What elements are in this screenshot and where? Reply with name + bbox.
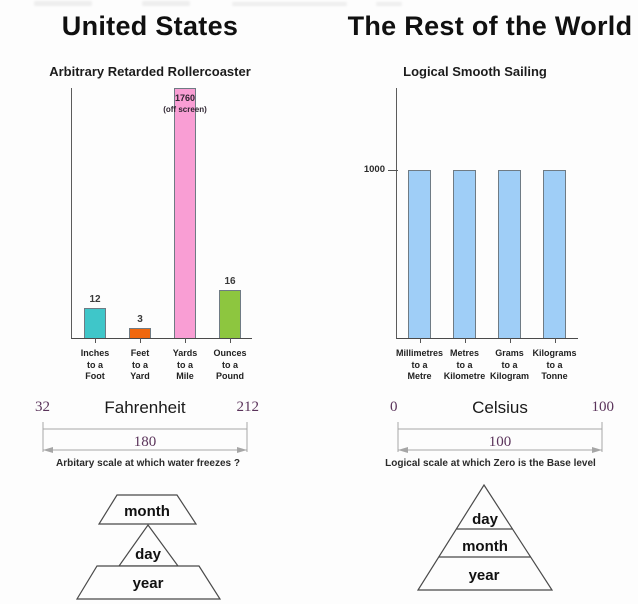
x-axis-tick [185,338,186,343]
celsius-scale-labels: 0 Celsius 100 [385,398,615,417]
celsius-dimension-diagram: 100 [397,422,603,453]
bar-value-label: 3 [137,314,143,325]
category-label: Feet to a Yard [130,348,150,381]
x-axis-tick [419,338,421,343]
fahrenheit-span-value: 180 [134,434,157,450]
world-bar-chart: Millimetres to a Metre Metres to a Kilometre G… [364,88,578,381]
category-label: Yards to a Mile [172,348,198,381]
us-chart-title: Arbitrary Retarded Rollercoaster [49,64,251,79]
x-axis-tick [554,338,556,343]
category-label: Kilograms to a Tonne [532,348,577,381]
top-crop-artifact [142,1,190,6]
right-column-title: The Rest of the World [347,11,633,41]
bar-value-label: 12 [89,294,101,305]
celsius-scale: 0 Celsius 100 100 [385,398,615,458]
bar-value-label: 1760 (off screen) [155,93,215,115]
fahrenheit-label: Fahrenheit [104,398,186,417]
fahrenheit-dimension-diagram: 180 [42,422,248,453]
y-axis-tick-label: 1000 [363,164,385,175]
world-date-pyramid: day month year [416,483,554,591]
x-axis-tick [230,338,231,343]
bar-kilograms-to-a-tonne [543,170,566,338]
bar-feet-to-a-yard [129,328,151,338]
pyramid-piece-year [75,565,222,600]
celsius-span-value: 100 [489,434,512,450]
category-label: Inches to a Foot [80,348,110,381]
fahrenheit-scale-labels: 32 Fahrenheit 212 [30,398,260,417]
bar-metres-to-a-kilometre [453,170,476,338]
fahrenheit-scale: 32 Fahrenheit 212 180 [30,398,260,458]
bar-value-label: 16 [224,276,236,287]
us-date-pyramid: month day year [75,494,222,600]
us-pyramid-label-year: year [133,575,164,592]
pyramid-outline [416,483,554,591]
celsius-label: Celsius [472,398,528,417]
category-label: Ounces to a Pound [213,348,247,381]
bar-yards-to-a-mile [174,88,196,338]
world-pyramid-label-day: day [472,511,499,528]
celsius-max-value: 100 [591,399,615,415]
x-axis-tick [464,338,466,343]
x-axis-tick [95,338,96,343]
fahrenheit-max-value: 212 [236,399,260,415]
world-pyramid-label-year: year [469,567,500,584]
bar-ounces-to-a-pound [219,290,241,338]
top-crop-artifact [376,2,402,6]
left-column-title: United States [61,11,239,41]
x-axis-tick [509,338,511,343]
offscreen-note: (off screen) [163,105,207,114]
celsius-min-value: 0 [390,399,398,415]
world-pyramid-label-month: month [462,538,508,555]
top-crop-artifact [232,2,347,6]
category-label: Metres to a Kilometre [443,348,486,381]
us-pyramid-label-day: day [135,546,162,563]
bar-grams-to-a-kilogram [498,170,521,338]
category-label: Millimetres to a Metre [395,348,444,381]
bar-inches-to-a-foot [84,308,106,338]
top-crop-artifact [34,1,92,6]
fahrenheit-caption: Arbitary scale at which water freezes ? [56,458,240,469]
us-bar-chart: 12 Inches to a Foot 3 Feet to a Yard 1760 (off sc… [71,88,252,381]
bar-millimetres-to-a-metre [408,170,431,338]
x-axis-tick [140,338,141,343]
world-chart-title: Logical Smooth Sailing [403,64,547,79]
us-pyramid-label-month: month [124,503,170,520]
y-axis-tick [388,170,398,171]
fahrenheit-min-value: 32 [35,399,50,415]
celsius-caption: Logical scale at which Zero is the Base … [385,458,596,469]
pyramid-piece-month [97,494,198,525]
category-label: Grams to a Kilogram [489,348,529,381]
